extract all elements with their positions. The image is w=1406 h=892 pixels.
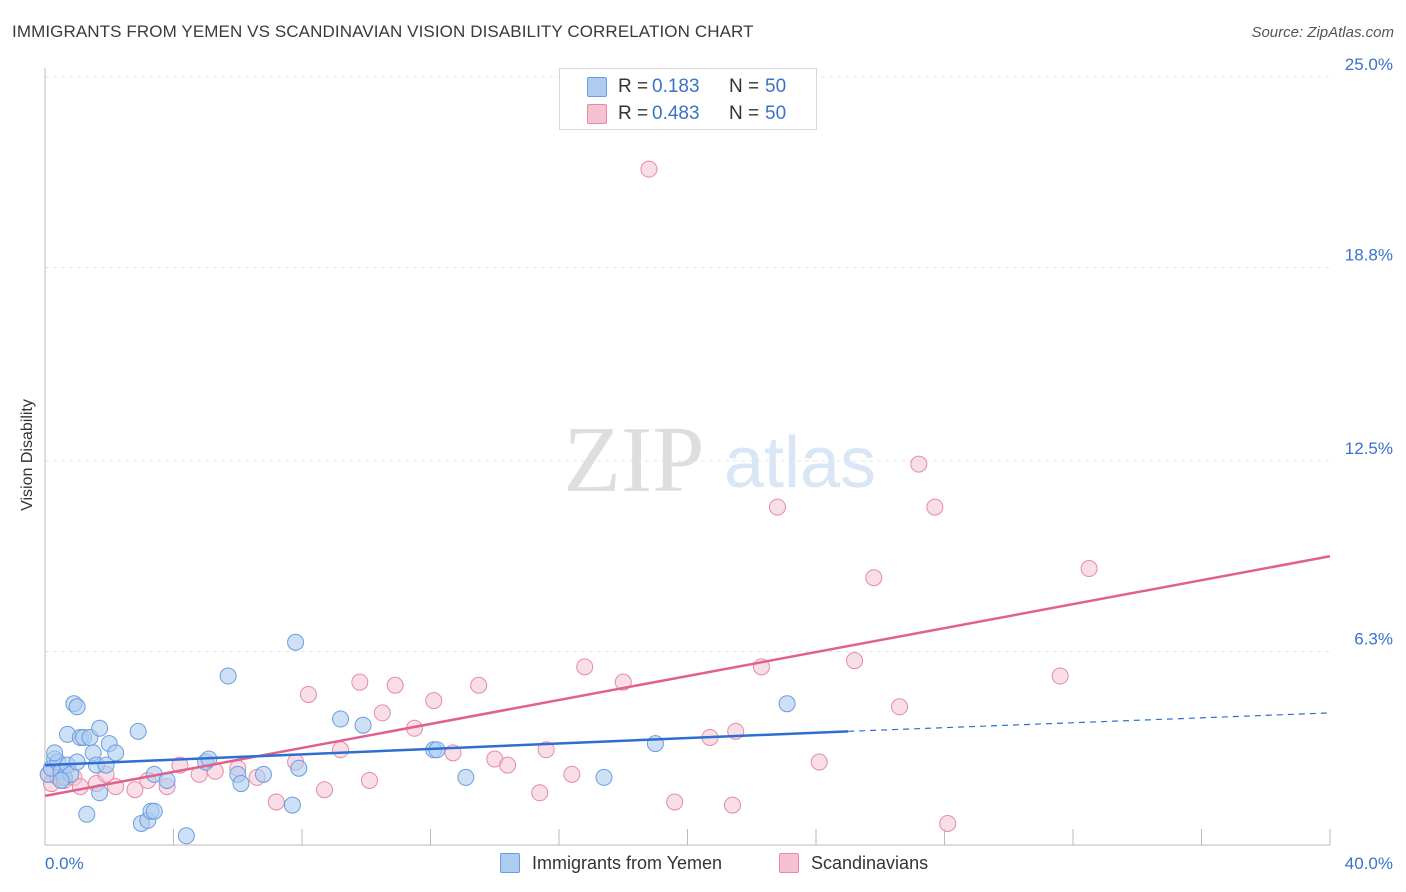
data-point-scandinavians: [910, 455, 928, 473]
data-point-yemen: [52, 771, 70, 789]
data-point-scandinavians: [1051, 667, 1069, 685]
y-tick-label: 12.5%: [1345, 439, 1393, 458]
data-point-scandinavians: [846, 652, 864, 670]
watermark-zip: ZIP: [564, 408, 705, 512]
chart-title: IMMIGRANTS FROM YEMEN VS SCANDINAVIAN VI…: [12, 22, 754, 41]
data-point-yemen: [332, 710, 350, 728]
data-point-yemen: [68, 698, 86, 716]
legend-n-value: 50: [765, 103, 787, 124]
legend-label-scandinavians: Scandinavians: [811, 853, 929, 873]
data-point-yemen: [145, 802, 163, 820]
data-point-yemen: [283, 796, 301, 814]
data-point-scandinavians: [267, 793, 285, 811]
data-point-scandinavians: [126, 781, 144, 799]
legend-label-yemen: Immigrants from Yemen: [532, 853, 723, 873]
data-point-scandinavians: [891, 698, 909, 716]
legend-n-label: N =: [729, 103, 760, 124]
data-point-scandinavians: [531, 784, 549, 802]
data-point-scandinavians: [640, 160, 658, 178]
data-point-yemen: [595, 768, 613, 786]
data-point-yemen: [287, 633, 305, 651]
data-point-scandinavians: [768, 498, 786, 516]
y-tick-label: 6.3%: [1354, 629, 1393, 648]
data-point-scandinavians: [666, 793, 684, 811]
data-point-yemen: [107, 744, 125, 762]
data-point-scandinavians: [1080, 560, 1098, 578]
data-point-scandinavians: [425, 692, 443, 710]
data-point-scandinavians: [865, 569, 883, 587]
legend-n-label: N =: [729, 76, 760, 97]
legend-swatch-yemen: [500, 853, 520, 873]
data-point-scandinavians: [360, 771, 378, 789]
data-point-scandinavians: [373, 704, 391, 722]
data-point-scandinavians: [576, 658, 594, 676]
trend-line-yemen-projection: [848, 712, 1331, 732]
data-point-yemen: [354, 716, 372, 734]
watermark-atlas: atlas: [724, 423, 876, 503]
data-point-yemen: [778, 695, 796, 713]
legend-r-value: 0.483: [652, 103, 700, 124]
data-point-yemen: [232, 775, 250, 793]
legend-r-value: 0.183: [652, 76, 700, 97]
tick-labels: 6.3% 12.5% 18.8% 25.0% 0.0% 40.0%: [45, 55, 1393, 873]
data-point-yemen: [78, 805, 96, 823]
data-point-yemen: [46, 744, 64, 762]
data-point-yemen: [68, 753, 86, 771]
data-point-scandinavians: [537, 741, 555, 759]
series-yemen-points: [39, 633, 796, 845]
data-point-yemen: [219, 667, 237, 685]
data-point-yemen: [254, 765, 272, 783]
data-point-scandinavians: [470, 676, 488, 694]
data-point-yemen: [177, 827, 195, 845]
data-point-scandinavians: [386, 676, 404, 694]
correlation-legend: R = 0.183 N = 50 R = 0.483 N = 50: [559, 68, 817, 130]
data-point-yemen: [129, 722, 147, 740]
data-point-scandinavians: [351, 673, 369, 691]
data-point-yemen: [457, 768, 475, 786]
data-point-scandinavians: [332, 741, 350, 759]
grid-lines: [45, 76, 1330, 652]
data-point-yemen: [97, 756, 115, 774]
legend-r-label: R =: [618, 76, 649, 97]
legend-swatch-scandinavians: [587, 104, 607, 124]
data-point-scandinavians: [810, 753, 828, 771]
data-point-scandinavians: [499, 756, 517, 774]
axes: [44, 68, 1331, 846]
legend-swatch-scandinavians: [779, 853, 799, 873]
legend-r-label: R =: [618, 103, 649, 124]
trend-line-yemen: [44, 730, 849, 767]
data-point-scandinavians: [926, 498, 944, 516]
data-point-scandinavians: [299, 685, 317, 703]
trend-line-scandinavians: [44, 555, 1331, 798]
legend-swatch-yemen: [587, 77, 607, 97]
x-tick-label: 40.0%: [1345, 854, 1393, 873]
data-point-yemen: [91, 719, 109, 737]
y-tick-label: 18.8%: [1345, 245, 1393, 264]
data-point-yemen: [290, 759, 308, 777]
y-tick-label: 25.0%: [1345, 55, 1393, 74]
source-label: Source: ZipAtlas.com: [1251, 24, 1394, 41]
data-point-scandinavians: [939, 814, 957, 832]
data-point-scandinavians: [315, 781, 333, 799]
series-legend: Immigrants from Yemen Scandinavians: [0, 852, 1406, 878]
legend-n-value: 50: [765, 76, 787, 97]
x-tick-label: 0.0%: [45, 854, 84, 873]
trend-lines: [44, 555, 1331, 798]
data-point-scandinavians: [723, 796, 741, 814]
data-point-scandinavians: [563, 765, 581, 783]
